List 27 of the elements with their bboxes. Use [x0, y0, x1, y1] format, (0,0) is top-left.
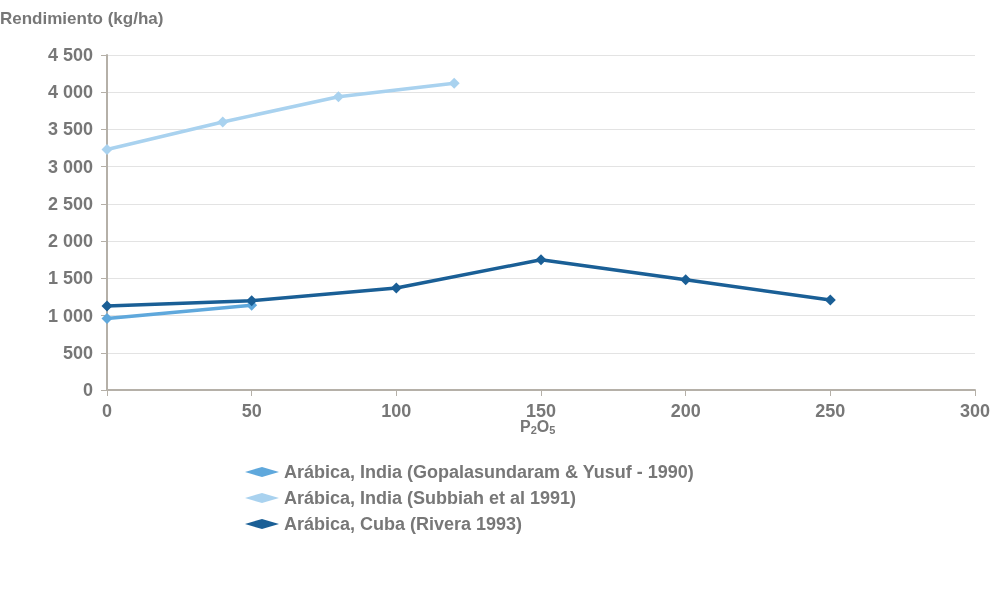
- x-tick-label: 300: [959, 401, 991, 421]
- point: [217, 116, 229, 128]
- y-tick-label: 4 000: [47, 82, 93, 103]
- legend-label: Arábica, India (Subbiah et al 1991): [284, 488, 577, 508]
- x-tick-label: 0: [101, 401, 113, 421]
- point: [535, 254, 547, 266]
- y-tick-label: 4 500: [47, 45, 93, 65]
- x-tick-label: 150: [525, 401, 557, 421]
- x-tick-label: 50: [241, 401, 262, 421]
- y-tick-label: 2 500: [47, 193, 93, 214]
- y-tick-label: 2 000: [47, 231, 93, 252]
- x-tick-label: 100: [381, 401, 412, 421]
- point: [101, 144, 113, 156]
- y-tick-label: 3 500: [47, 119, 93, 140]
- x-tick-label: 250: [815, 401, 846, 421]
- legend-label: Arábica, Cuba (Rivera 1993): [284, 514, 523, 534]
- legend-label: Arábica, India (Gopalasundaram & Yusuf - 1990): [284, 462, 694, 482]
- point: [101, 313, 113, 325]
- y-tick-label: 1 500: [47, 268, 93, 289]
- x-tick-label: 200: [670, 401, 701, 421]
- y-tick-label: 1 000: [47, 305, 93, 326]
- y-tick-label: 500: [62, 342, 93, 363]
- y-tick-label: 0: [82, 380, 93, 400]
- y-tick-label: 3 000: [47, 156, 93, 177]
- y-axis-title: Rendimiento (kg/ha): [0, 9, 164, 28]
- point: [101, 300, 113, 312]
- point: [680, 274, 692, 286]
